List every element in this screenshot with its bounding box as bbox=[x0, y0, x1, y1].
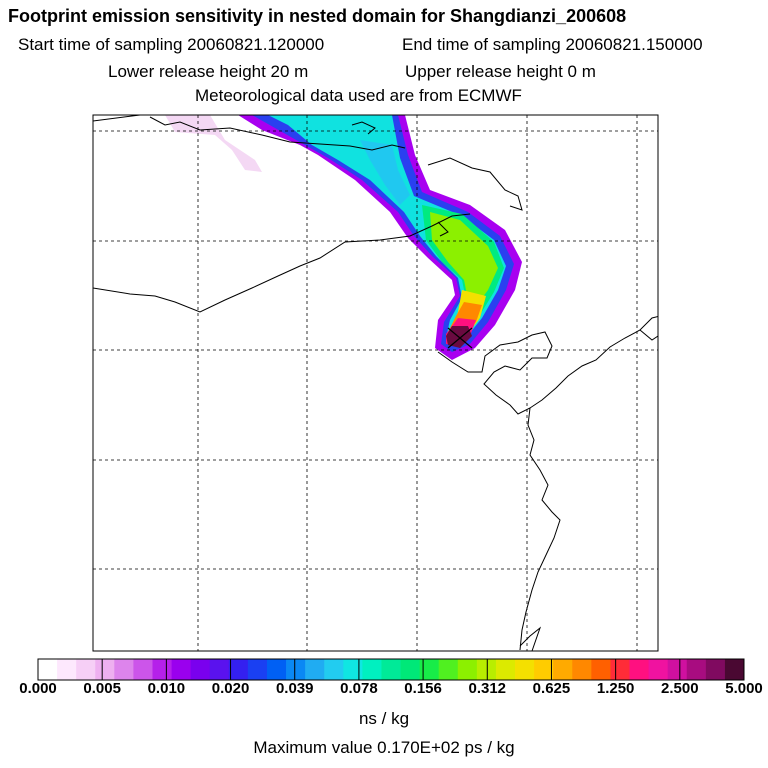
map-plot-area bbox=[93, 115, 658, 651]
colorbar-cell bbox=[686, 659, 707, 680]
colorbar-cell bbox=[610, 659, 630, 680]
colorbar-cell bbox=[534, 659, 554, 680]
colorbar-cell bbox=[381, 659, 401, 680]
map-title: Footprint emission sensitivity in nested… bbox=[8, 6, 627, 26]
colorbar-cell bbox=[629, 659, 649, 680]
colorbar-cell bbox=[553, 659, 573, 680]
colorbar-tick-label: 0.039 bbox=[275, 680, 314, 697]
start-time-label: Start time of sampling 20060821.120000 bbox=[18, 35, 325, 54]
colorbar-cell bbox=[286, 659, 306, 680]
colorbar-tick-label: 0.156 bbox=[404, 680, 442, 697]
colorbar-cell bbox=[438, 659, 459, 680]
colorbar-cell bbox=[591, 659, 611, 680]
graticule bbox=[93, 115, 658, 651]
colorbar-tick-label: 0.312 bbox=[468, 680, 507, 697]
colorbar-tick-label: 0.000 bbox=[19, 680, 57, 697]
footprint-plume-streak bbox=[360, 140, 410, 205]
colorbar-tick-label: 0.020 bbox=[211, 680, 250, 697]
colorbar-cell bbox=[667, 659, 688, 680]
colorbar-cell bbox=[705, 659, 726, 680]
maximum-value-label: Maximum value 0.170E+02 ps / kg bbox=[253, 738, 515, 757]
colorbar-cell bbox=[95, 659, 115, 680]
colorbar-cell bbox=[152, 659, 172, 680]
colorbar-cell bbox=[114, 659, 134, 680]
map-frame bbox=[92, 114, 659, 652]
colorbar-cell bbox=[419, 659, 440, 680]
colorbar-cell bbox=[171, 659, 192, 680]
colorbar-tick-label: 5.000 bbox=[725, 680, 763, 697]
lower-release-height-label: Lower release height 20 m bbox=[108, 62, 309, 81]
colorbar-tick-label: 0.010 bbox=[147, 680, 186, 697]
upper-release-height-label: Upper release height 0 m bbox=[405, 62, 596, 81]
colorbar-cell bbox=[266, 659, 287, 680]
colorbar-cell bbox=[648, 659, 669, 680]
colorbar-cell bbox=[724, 659, 745, 680]
colorbar-cell bbox=[362, 659, 382, 680]
footprint-plume-yellowgreen bbox=[430, 212, 498, 318]
colorbar-cell bbox=[38, 659, 58, 680]
colorbar-cell bbox=[457, 659, 478, 680]
colorbar-cell bbox=[133, 659, 153, 680]
colorbar-cell bbox=[476, 659, 497, 680]
colorbar-cell bbox=[305, 659, 325, 680]
meteorological-data-label: Meteorological data used are from ECMWF bbox=[195, 86, 522, 105]
receptor-marker bbox=[447, 327, 473, 349]
footprint-plume-secondary bbox=[165, 115, 262, 172]
end-time-label: End time of sampling 20060821.150000 bbox=[402, 35, 703, 54]
colorbar-cell bbox=[495, 659, 516, 680]
colorbar-cell bbox=[343, 659, 363, 680]
colorbar-unit-label: ns / kg bbox=[358, 709, 410, 728]
colorbar-tick-label: 2.500 bbox=[661, 680, 699, 697]
colorbar-cell bbox=[247, 659, 268, 680]
colorbar-cell bbox=[324, 659, 344, 680]
colorbar-cell bbox=[209, 659, 230, 680]
colorbar-tick-label: 1.250 bbox=[596, 680, 635, 697]
colorbar-cell bbox=[76, 659, 96, 680]
colorbar-cell bbox=[57, 659, 77, 680]
coastlines bbox=[93, 115, 658, 651]
colorbar-cell bbox=[190, 659, 211, 680]
colorbar bbox=[37, 658, 745, 681]
colorbar-cell bbox=[400, 659, 421, 680]
colorbar-tick-label: 0.078 bbox=[340, 680, 378, 697]
colorbar-cell bbox=[572, 659, 592, 680]
colorbar-cell bbox=[515, 659, 535, 680]
colorbar-tick-label: 0.005 bbox=[83, 680, 121, 697]
colorbar-cell bbox=[228, 659, 249, 680]
colorbar-tick-label: 0.625 bbox=[532, 680, 571, 697]
